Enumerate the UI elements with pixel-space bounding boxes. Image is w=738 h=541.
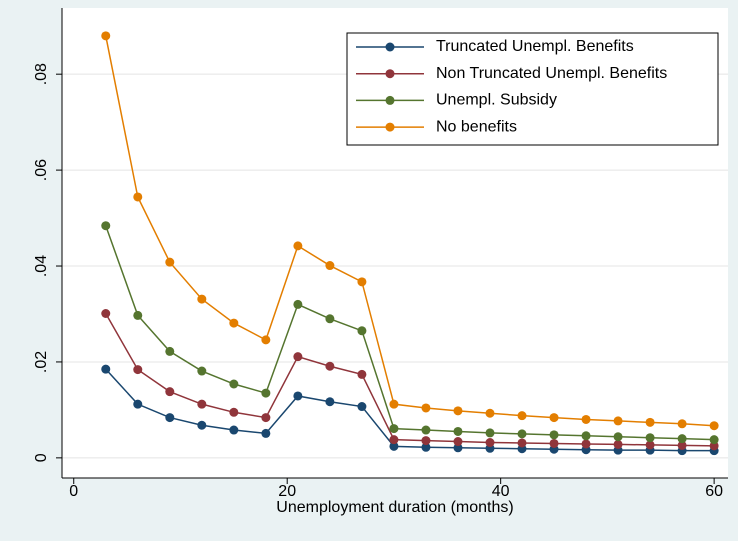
data-point xyxy=(389,441,399,451)
data-point xyxy=(485,428,495,438)
data-point xyxy=(357,277,367,287)
data-point xyxy=(325,397,335,407)
data-point xyxy=(101,221,111,231)
data-point xyxy=(453,406,463,416)
legend-marker xyxy=(385,95,395,105)
data-point xyxy=(261,335,271,345)
data-point xyxy=(229,379,239,389)
data-point xyxy=(261,388,271,398)
data-point xyxy=(133,310,143,320)
legend-label: No benefits xyxy=(436,118,517,135)
series-line xyxy=(105,368,715,452)
legend-box xyxy=(346,32,719,146)
data-point xyxy=(389,435,399,445)
data-point xyxy=(517,438,527,448)
data-point xyxy=(357,369,367,379)
data-point xyxy=(421,442,431,452)
legend-marker xyxy=(385,42,395,52)
x-tick-label: 20 xyxy=(278,483,296,500)
data-point xyxy=(549,430,559,440)
data-point xyxy=(101,309,111,318)
series-line xyxy=(105,313,715,447)
data-point xyxy=(261,428,271,438)
data-point xyxy=(101,364,111,374)
data-point xyxy=(613,432,623,442)
series-line xyxy=(105,225,715,441)
data-point xyxy=(325,314,335,324)
data-point xyxy=(229,425,239,435)
data-point xyxy=(293,391,303,401)
x-tick-label: 40 xyxy=(492,483,510,500)
data-point xyxy=(197,399,207,409)
data-point xyxy=(357,326,367,336)
legend-marker xyxy=(385,122,395,132)
data-point xyxy=(325,261,335,271)
data-point xyxy=(197,420,207,430)
y-tick-label: 0 xyxy=(33,453,50,462)
data-point xyxy=(677,440,687,450)
data-point xyxy=(709,435,719,445)
data-point xyxy=(645,440,655,450)
data-point xyxy=(613,439,623,449)
data-point xyxy=(485,408,495,418)
data-point xyxy=(261,413,271,423)
data-point xyxy=(709,441,719,451)
y-tick-label: .08 xyxy=(33,63,50,85)
data-point xyxy=(645,417,655,427)
legend-label: Truncated Unempl. Benefits xyxy=(436,38,634,55)
data-point xyxy=(133,399,143,409)
data-point xyxy=(421,425,431,435)
data-point xyxy=(165,413,175,423)
data-point xyxy=(133,365,143,375)
data-point xyxy=(453,443,463,453)
data-point xyxy=(197,294,207,304)
data-point xyxy=(421,436,431,446)
x-tick-label: 0 xyxy=(69,483,78,500)
data-point xyxy=(517,429,527,439)
data-point xyxy=(293,299,303,309)
legend-marker xyxy=(385,69,395,79)
data-point xyxy=(165,346,175,356)
data-point xyxy=(357,402,367,412)
data-point xyxy=(581,414,591,424)
x-axis-label: Unemployment duration (months) xyxy=(276,499,513,516)
data-point xyxy=(133,192,143,202)
data-point xyxy=(229,407,239,417)
data-point xyxy=(325,361,335,371)
legend-label: Non Truncated Unempl. Benefits xyxy=(436,65,667,82)
data-point xyxy=(453,437,463,447)
data-point xyxy=(389,424,399,434)
y-tick-label: .04 xyxy=(33,255,50,277)
data-point xyxy=(453,426,463,436)
data-point xyxy=(517,411,527,421)
data-point xyxy=(581,439,591,449)
data-point xyxy=(581,431,591,441)
data-point xyxy=(677,434,687,444)
data-point xyxy=(709,421,719,431)
data-point xyxy=(197,366,207,376)
data-point xyxy=(229,318,239,328)
data-point xyxy=(293,241,303,251)
data-point xyxy=(293,352,303,362)
data-point xyxy=(485,438,495,448)
series-line xyxy=(105,35,715,427)
data-point xyxy=(549,438,559,448)
y-tick-label: .06 xyxy=(33,159,50,181)
data-point xyxy=(549,413,559,423)
data-point xyxy=(677,419,687,429)
data-point xyxy=(165,257,175,267)
data-point xyxy=(101,31,111,41)
y-tick-label: .02 xyxy=(33,351,50,373)
legend-label: Unempl. Subsidy xyxy=(436,92,557,109)
data-point xyxy=(389,399,399,409)
x-tick-label: 60 xyxy=(705,483,723,500)
data-point xyxy=(613,416,623,426)
data-point xyxy=(421,403,431,413)
data-point xyxy=(165,387,175,397)
data-point xyxy=(645,433,655,443)
